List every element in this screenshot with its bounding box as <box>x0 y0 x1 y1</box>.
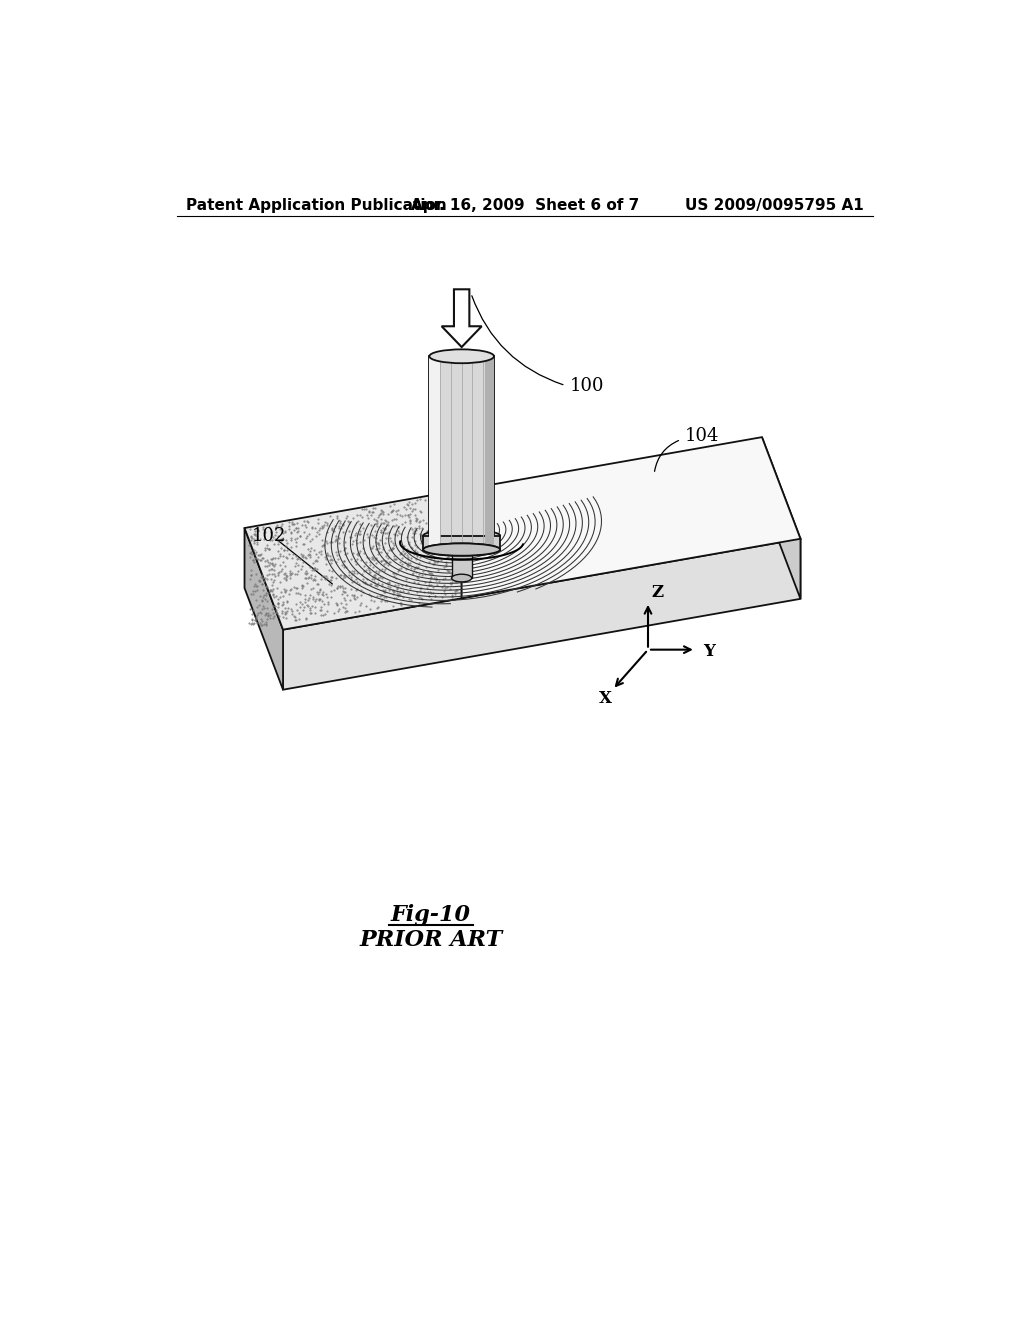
Polygon shape <box>245 528 283 689</box>
Text: X: X <box>598 690 611 708</box>
Polygon shape <box>762 437 801 599</box>
Polygon shape <box>452 549 472 578</box>
Ellipse shape <box>429 350 494 363</box>
Ellipse shape <box>452 574 472 582</box>
Polygon shape <box>441 289 481 347</box>
Ellipse shape <box>423 544 500 556</box>
Polygon shape <box>429 356 440 552</box>
Text: PRIOR ART: PRIOR ART <box>359 929 503 950</box>
Polygon shape <box>462 437 801 598</box>
Text: 102: 102 <box>252 527 287 545</box>
Polygon shape <box>283 539 801 689</box>
Text: Apr. 16, 2009  Sheet 6 of 7: Apr. 16, 2009 Sheet 6 of 7 <box>411 198 639 214</box>
Polygon shape <box>245 490 462 630</box>
Text: Fig-10: Fig-10 <box>391 904 471 927</box>
Text: Patent Application Publication: Patent Application Publication <box>186 198 446 214</box>
Text: Z: Z <box>651 585 664 601</box>
Text: 104: 104 <box>685 426 719 445</box>
Ellipse shape <box>423 544 500 556</box>
Polygon shape <box>429 356 494 552</box>
Ellipse shape <box>423 529 500 543</box>
Text: 100: 100 <box>569 376 604 395</box>
Text: Y: Y <box>703 643 716 660</box>
Text: US 2009/0095795 A1: US 2009/0095795 A1 <box>685 198 863 214</box>
Polygon shape <box>423 536 500 549</box>
Polygon shape <box>484 356 494 552</box>
